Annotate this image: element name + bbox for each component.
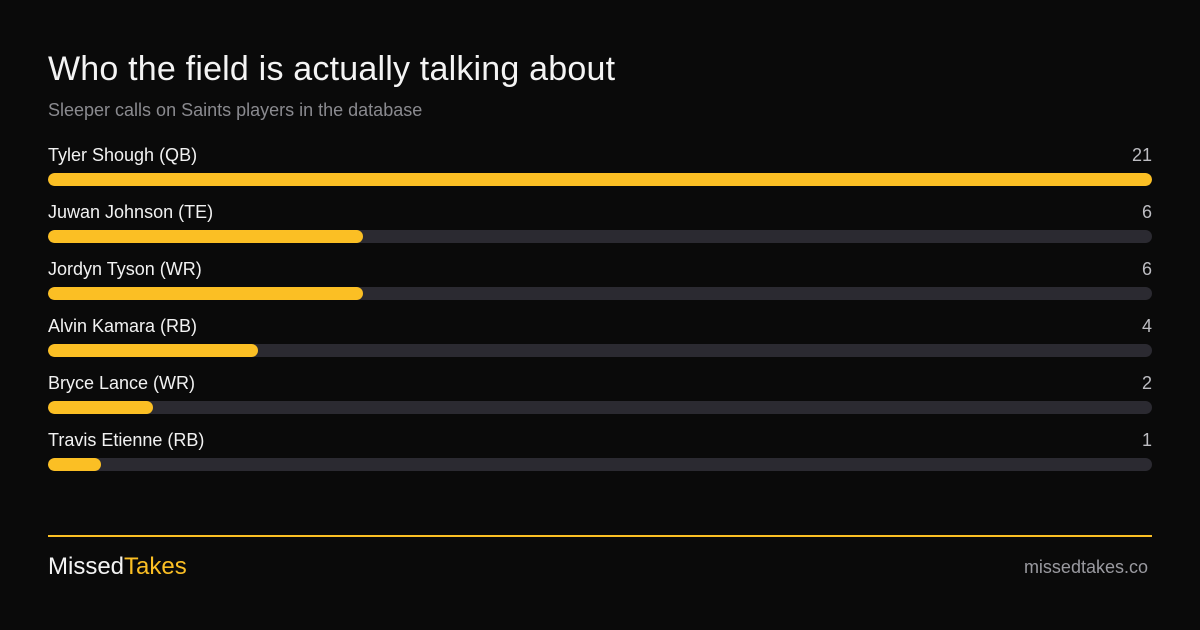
bar-row: Travis Etienne (RB) 1 — [48, 429, 1152, 486]
brand-logo-part2: Takes — [124, 553, 187, 580]
bar-row: Jordyn Tyson (WR) 6 — [48, 258, 1152, 315]
bar-row: Alvin Kamara (RB) 4 — [48, 315, 1152, 372]
bar-row: Juwan Johnson (TE) 6 — [48, 201, 1152, 258]
bar-label: Jordyn Tyson (WR) — [48, 259, 202, 279]
bar-value-label: 1 — [1141, 430, 1152, 450]
bar-track — [48, 401, 1152, 414]
bar — [48, 344, 258, 357]
brand-logo: MissedTakes — [48, 553, 187, 581]
bar-value-label: 2 — [1141, 373, 1152, 393]
bar-label: Juwan Johnson (TE) — [48, 202, 214, 222]
bar-label: Tyler Shough (QB) — [48, 145, 198, 165]
bar-label: Travis Etienne (RB) — [48, 430, 205, 450]
bar — [48, 287, 363, 300]
bar-track — [48, 458, 1152, 471]
bar-track — [48, 344, 1152, 357]
bar — [48, 230, 363, 243]
bar-value-label: 6 — [1141, 202, 1152, 222]
bar — [48, 173, 1152, 186]
bar-track — [48, 173, 1152, 186]
bar-value-label: 4 — [1141, 316, 1152, 336]
chart-subtitle: Sleeper calls on Saints players in the d… — [48, 100, 423, 120]
bar-label: Alvin Kamara (RB) — [48, 316, 198, 336]
bar-label: Bryce Lance (WR) — [48, 373, 196, 393]
site-url: missedtakes.co — [1023, 557, 1148, 577]
footer-divider — [48, 535, 1152, 537]
bar — [48, 458, 101, 471]
bar — [48, 401, 153, 414]
bar-value-label: 6 — [1141, 259, 1152, 279]
bar-value-label: 21 — [1131, 145, 1152, 165]
brand-logo-part1: Missed — [48, 553, 125, 580]
chart-title: Who the field is actually talking about — [48, 50, 616, 88]
bar-row: Tyler Shough (QB) 21 — [48, 144, 1152, 201]
bar-track — [48, 287, 1152, 300]
bar-track — [48, 230, 1152, 243]
bar-row: Bryce Lance (WR) 2 — [48, 372, 1152, 429]
bar-chart: Tyler Shough (QB) 21 Juwan Johnson (TE) 6 Jo… — [48, 144, 1152, 486]
